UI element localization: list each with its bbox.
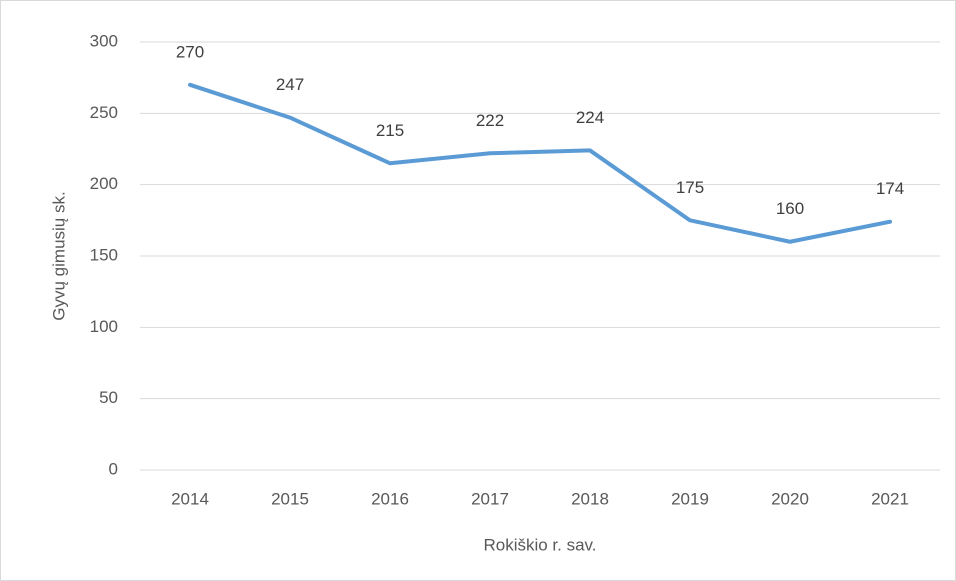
- data-label: 270: [176, 42, 204, 61]
- x-tick-label: 2021: [871, 489, 909, 508]
- data-label: 224: [576, 108, 604, 127]
- y-tick-label: 300: [90, 31, 118, 50]
- y-tick-label: 200: [90, 174, 118, 193]
- x-tick-label: 2014: [171, 489, 209, 508]
- y-tick-label: 50: [99, 388, 118, 407]
- data-label: 215: [376, 121, 404, 140]
- x-tick-label: 2018: [571, 489, 609, 508]
- x-tick-label: 2017: [471, 489, 509, 508]
- data-label: 160: [776, 199, 804, 218]
- x-axis-title: Rokiškio r. sav.: [483, 535, 596, 554]
- y-tick-label: 0: [109, 459, 118, 478]
- data-label: 247: [276, 75, 304, 94]
- y-tick-label: 100: [90, 317, 118, 336]
- y-axis-title: Gyvų gimusių sk.: [49, 191, 68, 320]
- line-series: [188, 82, 892, 244]
- data-label: 222: [476, 111, 504, 130]
- x-tick-label: 2019: [671, 489, 709, 508]
- x-tick-label: 2020: [771, 489, 809, 508]
- y-tick-label: 250: [90, 103, 118, 122]
- data-label: 175: [676, 178, 704, 197]
- x-tick-label: 2016: [371, 489, 409, 508]
- data-label: 174: [876, 179, 904, 198]
- y-tick-label: 150: [90, 245, 118, 264]
- x-tick-label: 2015: [271, 489, 309, 508]
